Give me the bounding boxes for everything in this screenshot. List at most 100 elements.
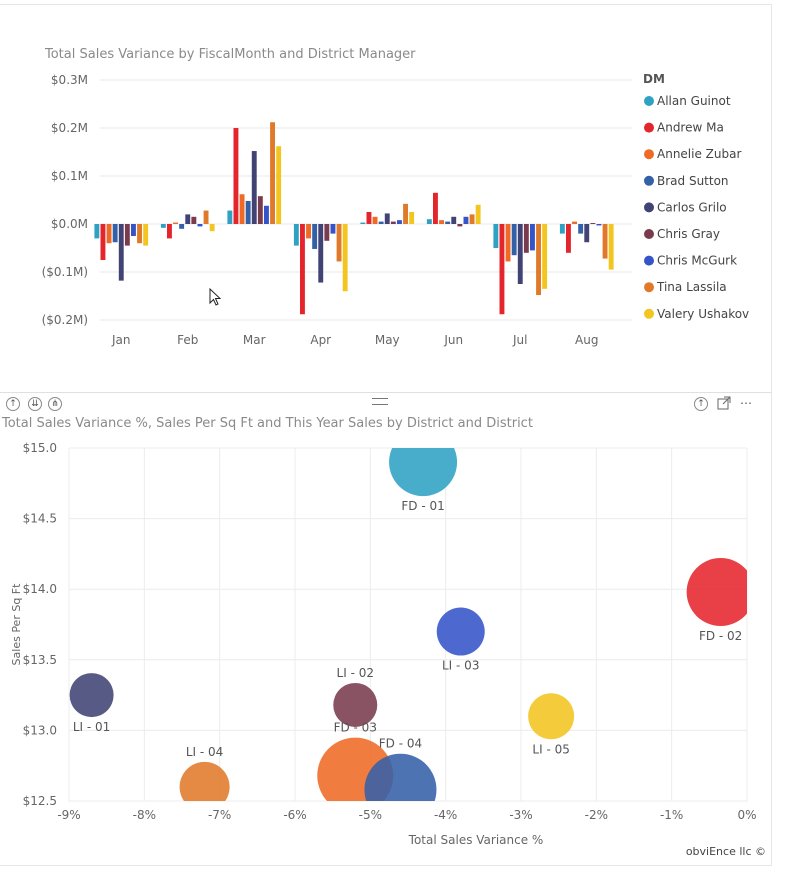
bar[interactable] (384, 213, 390, 224)
bar[interactable] (318, 224, 324, 283)
bar[interactable] (360, 222, 366, 224)
bar[interactable] (366, 212, 372, 224)
bar[interactable] (511, 224, 517, 256)
bar[interactable] (239, 194, 245, 224)
bar[interactable] (330, 224, 336, 234)
bar[interactable] (493, 224, 499, 248)
drill-down-icon[interactable]: ⇊ (28, 397, 42, 411)
bar[interactable] (463, 216, 469, 224)
legend-marker[interactable] (644, 308, 654, 319)
bar[interactable] (433, 192, 438, 224)
bubble[interactable] (528, 693, 575, 740)
bar[interactable] (203, 210, 209, 224)
sales-variance-column-chart[interactable]: Total Sales Variance by FiscalMonth and … (0, 0, 788, 370)
bar[interactable] (566, 224, 571, 253)
bar[interactable] (100, 224, 106, 260)
bar[interactable] (451, 216, 457, 224)
bar[interactable] (245, 200, 251, 224)
bar[interactable] (137, 224, 142, 244)
bar[interactable] (542, 224, 548, 289)
bubble[interactable] (69, 673, 114, 718)
bar[interactable] (372, 216, 378, 224)
bar[interactable] (112, 224, 118, 243)
bar[interactable] (106, 224, 112, 244)
bar[interactable] (233, 128, 239, 224)
bar[interactable] (602, 224, 608, 259)
bar[interactable] (530, 224, 535, 251)
focus-mode-icon[interactable] (717, 396, 731, 410)
bar[interactable] (276, 146, 282, 224)
bar[interactable] (293, 224, 299, 246)
bubble[interactable] (333, 682, 378, 727)
bar[interactable] (173, 222, 178, 224)
bar[interactable] (124, 224, 130, 246)
expand-hierarchy-icon[interactable]: ⋔ (48, 397, 62, 411)
legend-entry[interactable]: Brad Sutton (657, 174, 729, 188)
legend-marker[interactable] (644, 175, 654, 186)
bar[interactable] (270, 122, 275, 224)
bar[interactable] (251, 151, 257, 224)
bubble[interactable] (364, 753, 437, 826)
bar[interactable] (397, 220, 402, 224)
legend-marker[interactable] (644, 255, 654, 266)
bar[interactable] (191, 216, 197, 224)
bar[interactable] (94, 224, 100, 239)
bar[interactable] (584, 224, 590, 243)
bar[interactable] (608, 224, 614, 270)
bubble[interactable] (389, 428, 458, 497)
legend-marker[interactable] (644, 96, 654, 106)
bar[interactable] (185, 214, 191, 224)
bar[interactable] (227, 210, 233, 224)
legend-entry[interactable]: Chris Gray (657, 227, 720, 241)
bar[interactable] (390, 221, 396, 224)
bar[interactable] (300, 224, 305, 315)
legend-entry[interactable]: Carlos Grilo (657, 200, 727, 214)
bar[interactable] (378, 221, 384, 224)
bar[interactable] (179, 224, 185, 229)
bar[interactable] (559, 224, 565, 234)
drag-handle-icon[interactable] (372, 398, 388, 405)
bar[interactable] (475, 204, 481, 224)
bar[interactable] (336, 224, 342, 262)
bar[interactable] (403, 203, 408, 224)
bar[interactable] (312, 224, 318, 249)
bar[interactable] (409, 212, 415, 224)
bar[interactable] (439, 220, 444, 224)
drill-up-icon[interactable]: ↑ (6, 397, 20, 411)
legend-marker[interactable] (644, 202, 654, 213)
bar[interactable] (578, 224, 584, 234)
bar[interactable] (523, 224, 529, 253)
bar[interactable] (457, 224, 463, 227)
bar[interactable] (306, 224, 311, 239)
more-options-icon[interactable]: ⋯ (740, 396, 752, 410)
bar[interactable] (590, 223, 596, 225)
legend-entry[interactable]: Annelie Zubar (657, 147, 741, 161)
bar[interactable] (143, 224, 149, 246)
bar[interactable] (118, 224, 124, 281)
bar[interactable] (572, 221, 577, 224)
legend-entry[interactable]: Chris McGurk (657, 254, 737, 268)
bar[interactable] (445, 221, 451, 224)
bubble[interactable] (436, 607, 485, 656)
legend-entry[interactable]: Tina Lassila (656, 280, 727, 294)
bar[interactable] (324, 224, 330, 241)
bar[interactable] (131, 224, 136, 236)
bar[interactable] (469, 214, 475, 224)
bar[interactable] (596, 224, 602, 226)
bubble[interactable] (686, 558, 755, 627)
legend-entry[interactable]: Andrew Ma (657, 121, 724, 135)
legend-entry[interactable]: Valery Ushakov (657, 307, 749, 321)
legend-marker[interactable] (644, 282, 654, 293)
bar[interactable] (517, 224, 523, 284)
bar[interactable] (342, 224, 348, 292)
bar[interactable] (257, 196, 263, 224)
bubble[interactable] (179, 761, 230, 812)
bar[interactable] (160, 224, 166, 228)
bar[interactable] (197, 224, 203, 227)
bar[interactable] (426, 219, 432, 224)
bar[interactable] (499, 224, 505, 315)
legend-marker[interactable] (644, 149, 654, 160)
bar[interactable] (209, 224, 215, 232)
bar[interactable] (264, 205, 269, 224)
bar[interactable] (167, 224, 172, 239)
